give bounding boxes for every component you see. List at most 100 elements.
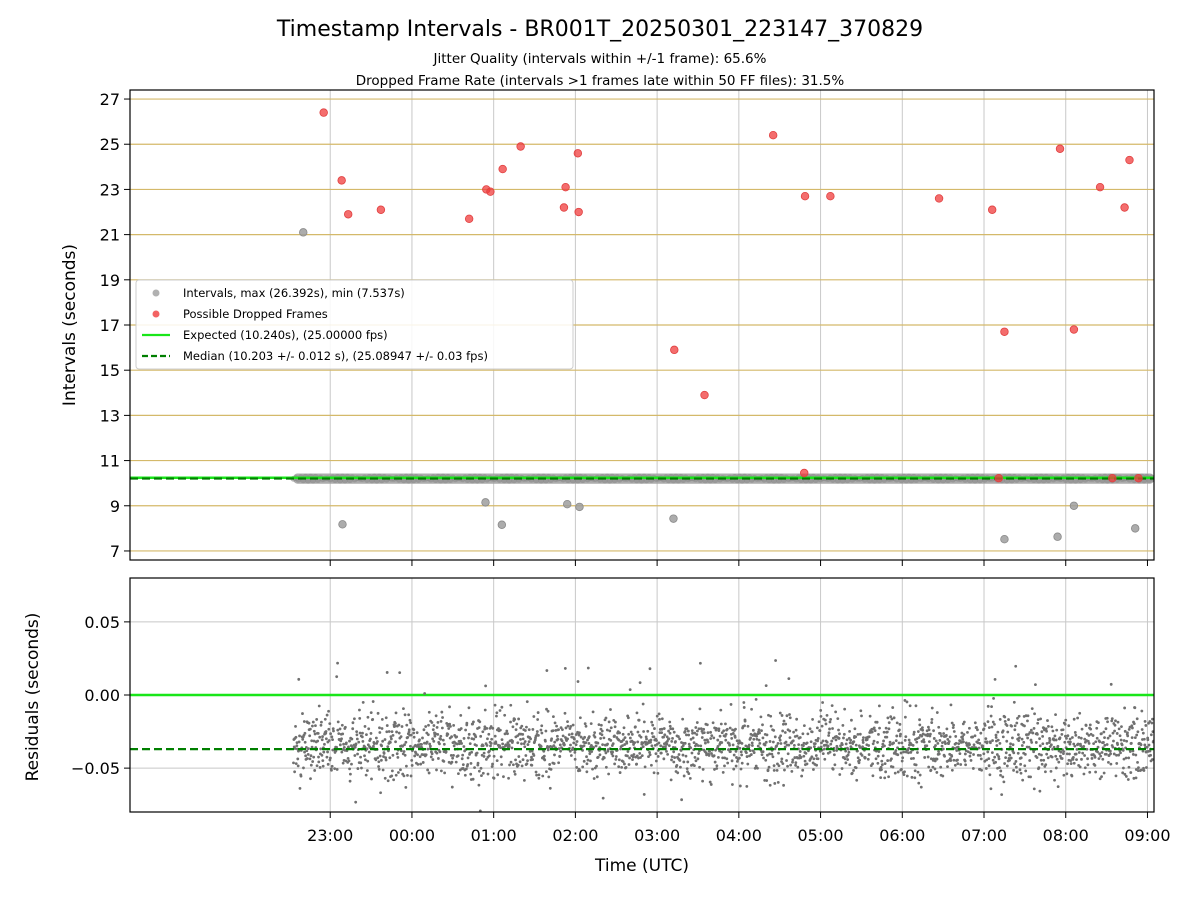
residual-point xyxy=(1067,724,1071,728)
residual-point xyxy=(730,759,734,763)
residual-point xyxy=(724,732,728,736)
residual-point xyxy=(710,752,713,755)
residual-point xyxy=(641,702,645,706)
residual-point xyxy=(340,750,344,754)
bottom-x-tick-label: 23:00 xyxy=(307,826,353,845)
residual-point xyxy=(315,764,319,768)
residual-point xyxy=(734,749,738,753)
residual-point xyxy=(361,700,365,704)
residual-point xyxy=(1102,730,1106,734)
residual-point xyxy=(835,746,839,750)
residual-point xyxy=(685,733,688,737)
residual-point xyxy=(1122,757,1126,761)
residual-point xyxy=(1126,734,1130,738)
bottom-plot-area xyxy=(130,659,1154,812)
residual-point xyxy=(359,761,363,765)
residual-point xyxy=(891,765,895,769)
residual-point xyxy=(794,761,798,765)
residual-point xyxy=(685,767,689,771)
residual-point xyxy=(338,743,342,747)
residual-point xyxy=(429,755,433,759)
residual-point xyxy=(1008,753,1012,757)
residual-point xyxy=(991,758,995,762)
residual-point xyxy=(705,753,708,757)
residual-point xyxy=(613,734,616,738)
residual-point xyxy=(356,767,360,770)
residual-point xyxy=(507,744,511,748)
residual-point xyxy=(1012,700,1016,704)
residual-point xyxy=(317,704,321,708)
residual-point xyxy=(715,764,719,768)
residual-point xyxy=(515,722,519,726)
dropped-frame-point xyxy=(994,474,1003,483)
residual-point xyxy=(998,742,1002,745)
residual-point xyxy=(1009,742,1012,746)
residual-point xyxy=(323,742,326,746)
residual-point xyxy=(407,730,411,734)
residual-point xyxy=(1134,776,1138,780)
residual-point xyxy=(1062,752,1065,756)
residual-point xyxy=(628,736,632,740)
interval-point xyxy=(481,498,490,507)
residual-point xyxy=(378,754,382,758)
residual-point xyxy=(1029,775,1032,779)
residual-point xyxy=(848,763,852,767)
dropped-frame-point xyxy=(1120,203,1129,212)
residual-point xyxy=(514,728,518,732)
residual-point xyxy=(1140,709,1144,713)
residual-point xyxy=(705,723,709,727)
residual-point xyxy=(343,725,347,729)
residual-point xyxy=(712,736,716,740)
residual-point xyxy=(1139,768,1143,772)
residual-point xyxy=(403,743,406,747)
residual-point xyxy=(335,675,339,679)
residual-point xyxy=(591,710,595,714)
residual-point xyxy=(731,743,735,747)
residual-point xyxy=(477,726,481,730)
residual-point xyxy=(900,768,903,771)
residual-point xyxy=(536,733,540,737)
residual-point xyxy=(752,751,756,754)
residual-point xyxy=(1017,714,1021,718)
residual-point xyxy=(653,727,656,730)
residual-point xyxy=(791,739,795,743)
residual-point xyxy=(311,760,315,763)
residual-point xyxy=(999,773,1002,777)
residual-point xyxy=(382,752,386,755)
residual-point xyxy=(1123,706,1127,710)
residual-point xyxy=(768,783,772,787)
residual-point xyxy=(598,753,602,757)
residual-point xyxy=(1088,770,1092,774)
residual-point xyxy=(299,774,303,778)
residual-point xyxy=(516,763,520,767)
residual-point xyxy=(406,773,409,777)
residual-point xyxy=(953,763,957,767)
residual-point xyxy=(311,720,315,724)
residual-point xyxy=(936,742,940,745)
residual-point xyxy=(882,739,885,743)
residual-point xyxy=(1054,754,1058,758)
residual-point xyxy=(729,703,733,706)
bottom-x-tick-label: 09:00 xyxy=(1124,826,1170,845)
residual-point xyxy=(563,711,567,715)
residual-point xyxy=(578,769,582,772)
residual-point xyxy=(1029,728,1033,732)
residual-point xyxy=(951,726,955,730)
residual-point xyxy=(863,756,867,760)
legend: Intervals, max (26.392s), min (7.537s)Po… xyxy=(135,279,574,370)
residual-point xyxy=(546,748,550,752)
residual-point xyxy=(363,725,367,728)
residual-point xyxy=(372,742,376,746)
residual-point xyxy=(1082,772,1086,776)
residual-point xyxy=(662,735,665,739)
residual-point xyxy=(1147,743,1151,747)
residual-point xyxy=(762,756,765,760)
residual-point xyxy=(875,720,879,724)
residual-point xyxy=(871,762,874,766)
residual-point xyxy=(617,738,621,742)
residual-point xyxy=(994,736,998,739)
residual-point xyxy=(672,730,676,734)
residual-point xyxy=(313,769,317,772)
residual-point xyxy=(384,758,388,762)
